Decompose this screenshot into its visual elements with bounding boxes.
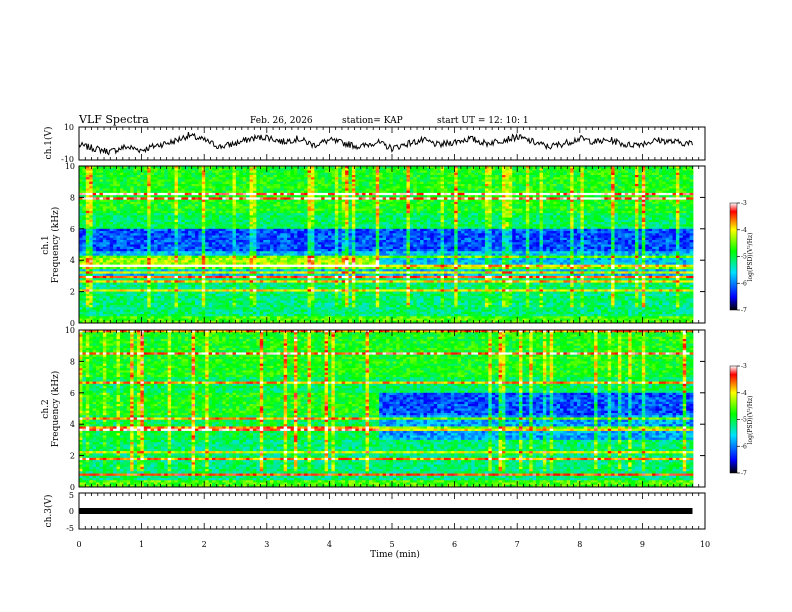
spec-ytick-label: 0: [70, 483, 75, 492]
xtick-label: 9: [640, 540, 645, 549]
colorbar-tick-label: -4: [741, 390, 747, 397]
spectrogram-2-image: [79, 330, 694, 488]
colorbar-1-label: log(PSD)(V²/Hz): [747, 233, 754, 282]
ch1-ylabel: ch.1(V): [43, 127, 54, 160]
spec-ytick-label: 0: [70, 319, 75, 328]
colorbar-2-label: log(PSD)(V²/Hz): [747, 396, 754, 445]
xtick-label: 1: [139, 540, 144, 549]
ch3-ytick-bottom: -5: [66, 524, 74, 533]
spec-ytick-label: 10: [65, 162, 75, 171]
colorbar-tick-label: -6: [741, 443, 747, 450]
time-axis-label: Time (min): [370, 549, 420, 560]
spec-ytick-label: 6: [70, 225, 75, 234]
xtick-label: 5: [389, 540, 394, 549]
spec-ytick-label: 6: [70, 389, 75, 398]
xtick-label: 8: [577, 540, 582, 549]
colorbar-tick-label: -5: [741, 417, 747, 424]
spec-ytick-label: 2: [70, 452, 75, 461]
xtick-label: 4: [327, 540, 332, 549]
xtick-label: 3: [264, 540, 269, 549]
xtick-label: 7: [515, 540, 520, 549]
date-label: Feb. 26, 2026: [250, 116, 313, 126]
colorbar-tick-label: -7: [741, 470, 747, 477]
colorbar-tick-label: -3: [741, 200, 747, 207]
colorbar-tick-label: -4: [741, 227, 747, 234]
spectrogram-1-image: [79, 166, 694, 324]
station-label: station= KAP: [342, 116, 403, 126]
spec-ytick-label: 10: [65, 326, 75, 335]
xtick-label: 0: [76, 540, 81, 549]
figure-title: VLF Spectra: [78, 113, 149, 126]
colorbar-2-gradient: [729, 365, 738, 474]
spectrogram-1-ylabel-channel: ch.1: [41, 235, 51, 254]
colorbar-1-gradient: [729, 202, 738, 311]
spectrogram-2-ylabel-channel: ch.2: [41, 399, 51, 418]
ch3-panel: 5 0 -5 ch.3(V): [43, 491, 706, 533]
ch3-ytick-top: 5: [69, 491, 74, 500]
xtick-label: 10: [700, 540, 710, 549]
colorbar-tick-label: -3: [741, 363, 747, 370]
time-axis: 0 1 2 3 4 5 6 7 8 9 10: [76, 127, 710, 549]
spectrogram-2-ylabel-frequency: Frequency (kHz): [50, 371, 61, 448]
spectrogram-1-panel: 0 2 4 6 8 10 ch.1 Frequency (kHz) -3 -4 -5 -6 -7 …: [41, 162, 754, 328]
spectrogram-2-panel: 0 2 4 6 8 10 ch.2 Frequency (kHz) -3 -4 -5 -6 -7 …: [41, 326, 754, 492]
colorbar-tick-label: -6: [741, 280, 747, 287]
ch3-ylabel: ch.3(V): [43, 495, 54, 528]
start-time-label: start UT = 12: 10: 1: [437, 116, 529, 126]
spec-ytick-label: 4: [70, 420, 75, 429]
colorbar-tick-label: -5: [741, 254, 747, 261]
xtick-label: 6: [452, 540, 457, 549]
colorbar-2: -3 -4 -5 -6 -7 log(PSD)(V²/Hz): [729, 363, 754, 477]
ch3-ytick-mid: 0: [69, 507, 74, 516]
spectrogram-1-ylabel-frequency: Frequency (kHz): [50, 207, 61, 284]
ch1-ytick-bottom: -10: [61, 155, 74, 164]
ch3-signal-band: [79, 508, 693, 514]
spec-ytick-label: 8: [70, 357, 75, 366]
ch1-ytick-top: 10: [64, 123, 74, 132]
spec-ytick-label: 4: [70, 256, 75, 265]
colorbar-1: -3 -4 -5 -6 -7 log(PSD)(V²/Hz): [729, 200, 754, 314]
xtick-label: 2: [202, 540, 207, 549]
colorbar-tick-label: -7: [741, 307, 747, 314]
spec-ytick-label: 2: [70, 288, 75, 297]
spec-ytick-label: 8: [70, 193, 75, 202]
ch1-panel: 10 -10 ch.1(V): [43, 123, 706, 164]
ch1-waveform-line: [78, 132, 693, 156]
